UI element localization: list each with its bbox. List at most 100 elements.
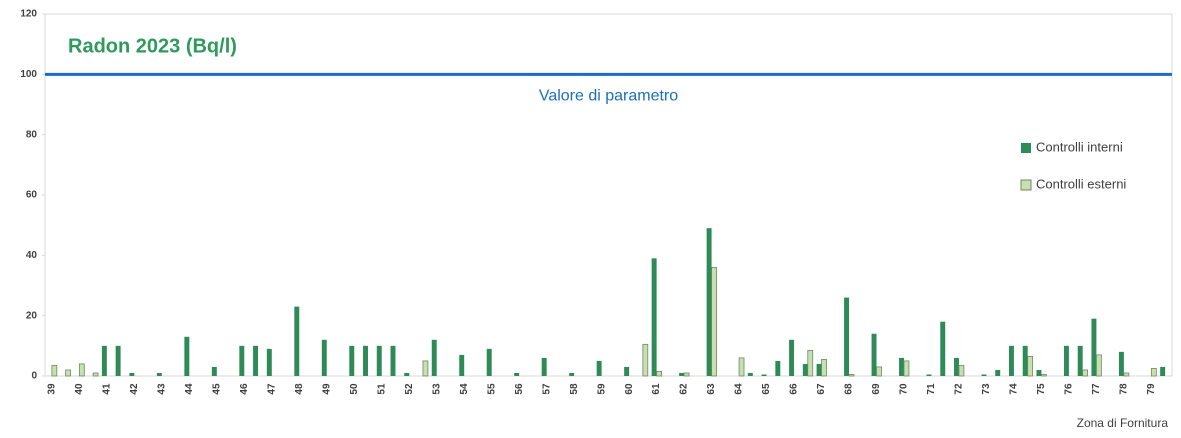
x-tick-label: 61 <box>651 383 662 395</box>
bar <box>78 363 85 377</box>
bar <box>1150 368 1157 377</box>
bar <box>115 345 121 376</box>
x-tick-label: 49 <box>321 383 332 395</box>
bar <box>596 360 602 376</box>
reference-label: Valore di parametro <box>539 88 678 105</box>
y-tick-label: 120 <box>20 9 37 20</box>
bar <box>683 372 690 377</box>
bar <box>431 339 437 376</box>
y-tick-label: 60 <box>26 190 38 201</box>
x-tick-label: 66 <box>789 383 800 395</box>
x-tick-label: 60 <box>624 383 635 395</box>
bar <box>844 297 850 376</box>
bar <box>514 372 520 376</box>
y-tick-label: 20 <box>26 310 38 321</box>
bar <box>51 365 58 377</box>
bar <box>1123 372 1130 377</box>
bar <box>1036 369 1042 376</box>
y-tick-label: 0 <box>31 371 37 382</box>
legend-label: Controlli esterni <box>1036 176 1126 191</box>
x-tick-label: 64 <box>734 383 745 395</box>
x-tick-label: 71 <box>926 383 937 395</box>
bar <box>624 366 630 376</box>
x-tick-label: 45 <box>211 383 222 395</box>
legend-label: Controlli interni <box>1036 139 1123 154</box>
bar <box>253 345 259 376</box>
bar <box>656 371 662 377</box>
x-tick-label: 67 <box>816 383 827 395</box>
x-tick-label: 47 <box>266 383 277 395</box>
x-tick-label: 65 <box>761 383 772 395</box>
x-tick-label: 54 <box>459 383 470 395</box>
legend-swatch <box>1021 143 1031 153</box>
bar <box>958 365 965 377</box>
bar <box>349 345 355 376</box>
y-tick-label: 40 <box>26 250 38 261</box>
x-tick-label: 62 <box>679 383 690 395</box>
bar <box>1008 345 1014 376</box>
x-tick-label: 74 <box>1009 383 1020 395</box>
x-tick-label: 79 <box>1146 383 1157 395</box>
x-tick-label: 70 <box>899 383 910 395</box>
bar <box>1027 355 1034 377</box>
bar <box>1082 369 1089 377</box>
bar <box>239 345 245 376</box>
bar <box>747 372 753 376</box>
x-tick-label: 73 <box>981 383 992 395</box>
bar <box>926 374 932 376</box>
x-tick-label: 78 <box>1119 383 1130 395</box>
bar <box>266 348 272 376</box>
bar <box>404 372 410 376</box>
bar <box>940 321 946 376</box>
x-tick-label: 72 <box>954 383 965 395</box>
y-tick-label: 100 <box>20 69 37 80</box>
bar <box>459 354 465 376</box>
bar <box>422 360 429 377</box>
x-tick-label: 39 <box>47 383 58 395</box>
bar <box>1041 374 1047 377</box>
x-tick-label: 77 <box>1091 383 1102 395</box>
bar <box>679 372 685 376</box>
bar <box>321 339 327 376</box>
x-tick-label: 69 <box>871 383 882 395</box>
bar <box>807 349 814 377</box>
bar <box>486 348 492 376</box>
bar <box>1077 345 1083 376</box>
x-tick-label: 51 <box>376 383 387 395</box>
y-tick-label: 80 <box>26 129 38 140</box>
bar <box>376 345 382 376</box>
bar <box>775 360 781 376</box>
bar <box>651 258 657 376</box>
bar <box>876 366 882 377</box>
bar <box>711 266 717 377</box>
x-tick-label: 46 <box>239 383 250 395</box>
bar <box>802 363 808 376</box>
bar <box>981 374 987 376</box>
bar <box>871 333 877 376</box>
bar <box>821 359 827 377</box>
bar <box>1096 354 1102 377</box>
bar <box>954 357 959 376</box>
x-tick-label: 59 <box>596 383 607 395</box>
bar <box>1160 366 1166 376</box>
x-tick-label: 41 <box>101 383 112 395</box>
bar <box>541 357 547 376</box>
bar <box>848 374 855 377</box>
bar <box>184 336 190 376</box>
x-tick-label: 58 <box>569 383 580 395</box>
x-tick-label: 48 <box>294 383 305 395</box>
bar <box>569 372 575 376</box>
bar <box>363 345 368 376</box>
x-tick-label: 43 <box>156 383 167 395</box>
x-tick-label: 63 <box>706 383 717 395</box>
bar <box>1091 318 1097 376</box>
bar <box>129 372 135 376</box>
bar <box>706 228 712 376</box>
bar <box>1063 345 1069 376</box>
x-tick-label: 42 <box>129 383 140 395</box>
bar <box>390 345 396 376</box>
x-tick-label: 50 <box>349 383 360 395</box>
x-tick-label: 44 <box>184 383 195 395</box>
chart-title: Radon 2023 (Bq/l) <box>68 35 237 57</box>
